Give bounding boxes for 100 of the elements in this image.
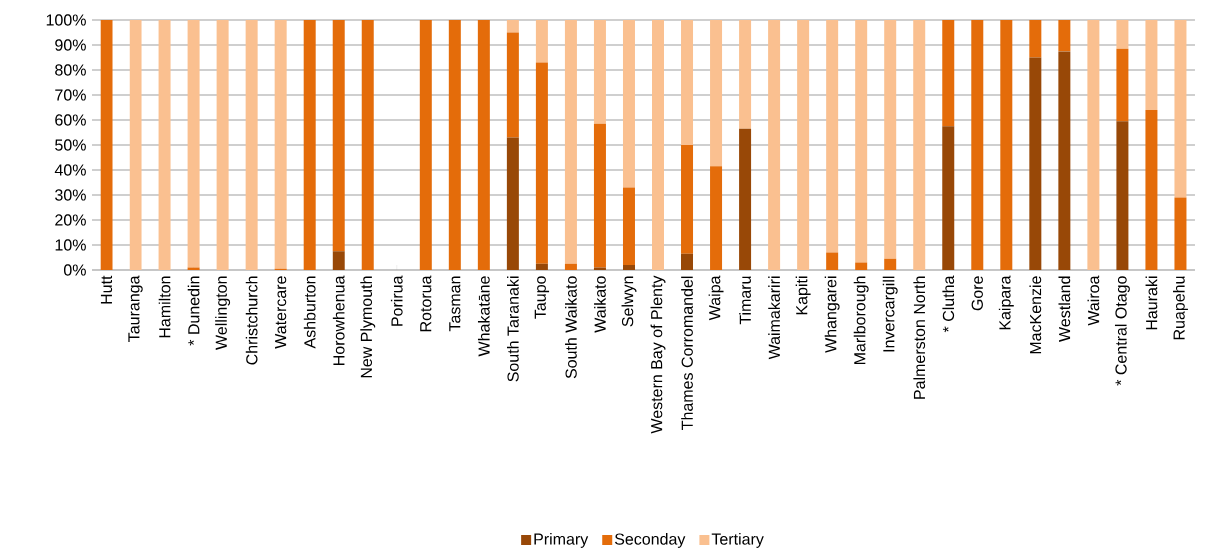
x-tick-label: Hamilton: [158, 276, 171, 338]
bar: [1116, 20, 1129, 49]
x-tick-label: South Taranaki: [507, 276, 519, 382]
x-tick-label: Western Bay of Plenty: [650, 275, 666, 434]
bar: [710, 166, 723, 270]
bar: [884, 258, 897, 270]
bar: [332, 20, 345, 252]
legend-label: Seconday: [614, 533, 686, 548]
y-tick-label: 100%: [46, 14, 86, 26]
x-tick-label: Christchurch: [245, 276, 258, 365]
y-tick-label: 80%: [55, 64, 86, 76]
x-tick-label: Marlborough: [853, 276, 869, 365]
x-tick-label: Tasman: [449, 276, 461, 332]
bar: [826, 252, 839, 270]
bar: [129, 20, 142, 270]
x-tick-label: * Dunedin: [187, 276, 200, 346]
bar: [1116, 121, 1129, 270]
x-tick-label: Taupo: [534, 276, 550, 319]
bar: [506, 32, 519, 138]
x-tick-label: Palmerston North: [913, 276, 926, 399]
bar: [100, 20, 113, 270]
bar: [622, 265, 635, 270]
bar: [564, 263, 577, 270]
x-tick-label: New Plymouth: [360, 276, 376, 378]
x-tick-label: * Clutha: [942, 275, 955, 333]
x-tick-label: Selwyn: [621, 276, 637, 327]
x-tick-label: Porirua: [390, 275, 403, 326]
bar: [419, 20, 432, 270]
bar: [564, 20, 577, 264]
bar: [1174, 20, 1187, 198]
bar: [1087, 20, 1100, 270]
x-tick-label: Ashburton: [303, 276, 316, 349]
bar: [913, 20, 926, 270]
x-tick-label: Timaru: [739, 276, 751, 325]
bar: [535, 263, 548, 270]
bar: [361, 20, 374, 270]
legend-label: Tertiary: [711, 533, 764, 548]
bar: [884, 20, 897, 259]
x-tick-label: Westland: [1058, 276, 1071, 342]
bar: [448, 20, 461, 270]
x-tick-label: Rotorua: [420, 275, 432, 332]
bar: [158, 20, 171, 270]
bar: [1058, 20, 1071, 52]
x-tick-label: * Central Otago: [1114, 276, 1130, 386]
bar: [768, 20, 781, 270]
y-tick-label: 70%: [55, 89, 86, 101]
bar: [855, 262, 868, 270]
bar: [593, 20, 606, 124]
y-tick-label: 0%: [63, 264, 86, 276]
legend-label: Primary: [534, 533, 589, 548]
x-tick-label: Whakatāne: [477, 276, 490, 357]
bar: [1029, 57, 1042, 270]
bar: [739, 128, 752, 270]
x-tick-label: Whangarei: [824, 276, 840, 353]
x-tick-label: Hutt: [100, 275, 113, 304]
y-tick-label: 20%: [55, 214, 86, 226]
bar: [332, 251, 345, 270]
bar: [622, 187, 635, 265]
x-tick-label: Wairoa: [1087, 275, 1100, 326]
bar: [535, 20, 548, 63]
x-tick-label: Watercare: [275, 276, 287, 349]
bar: [477, 20, 490, 270]
x-tick-label: Waikato: [594, 276, 606, 333]
x-tick-label: Wellington: [215, 276, 231, 350]
bar: [652, 20, 664, 270]
y-tick-label: 40%: [54, 164, 86, 176]
y-tick-label: 30%: [55, 189, 86, 201]
x-tick-label: Kapiti: [795, 276, 811, 315]
x-tick-label: Gore: [971, 276, 983, 311]
x-tick-label: Invercargill: [882, 276, 898, 352]
bar: [826, 20, 839, 253]
x-tick-label: Waimakariri: [768, 276, 780, 360]
x-tick-label: Waipa: [708, 275, 724, 321]
bar: [971, 20, 984, 270]
bar: [1174, 197, 1187, 270]
y-tick-label: 10%: [55, 239, 86, 251]
bar: [942, 126, 955, 270]
x-tick-label: Kaipara: [998, 275, 1014, 330]
bar: [681, 253, 694, 270]
y-tick-label: 90%: [55, 39, 86, 51]
bar: [710, 20, 723, 167]
x-tick-label: Ruapehu: [1173, 276, 1188, 340]
x-tick-label: Hauraki: [1145, 276, 1158, 330]
bar: [1116, 48, 1129, 122]
bar: [593, 123, 606, 268]
bar: [1000, 20, 1013, 270]
bar: [942, 20, 955, 127]
bar: [506, 137, 519, 270]
bar: [797, 20, 810, 270]
bar: [739, 20, 752, 129]
x-tick-label: Horowhenua: [332, 275, 345, 365]
bar: [681, 145, 694, 254]
bar: [1145, 20, 1158, 110]
bar: [1058, 51, 1071, 270]
bar: [187, 20, 200, 268]
y-tick-label: 50%: [55, 139, 86, 151]
x-tick-label: South Waikato: [565, 276, 577, 379]
bar: [506, 20, 519, 33]
x-tick-label: Thames Corromandel: [681, 276, 693, 430]
x-tick-label: MacKenzie: [1029, 276, 1042, 354]
